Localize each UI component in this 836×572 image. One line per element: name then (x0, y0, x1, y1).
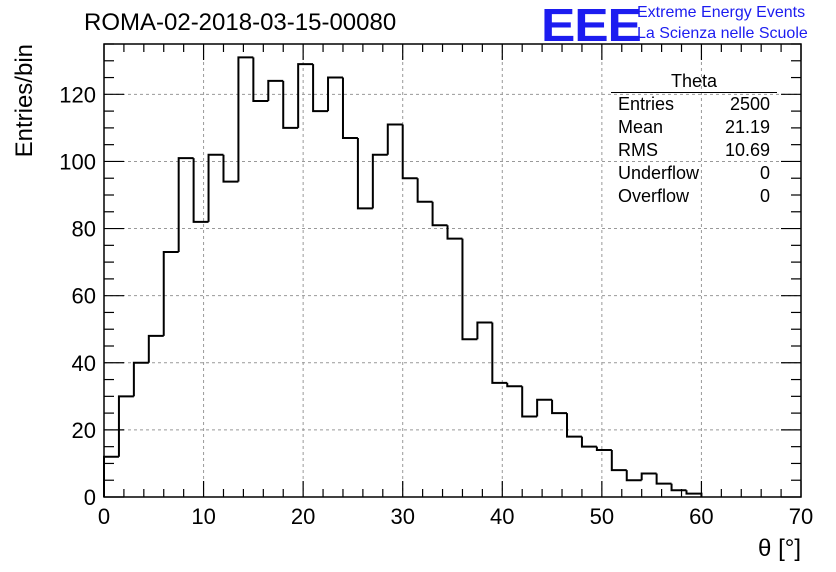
histogram-bin (595, 446, 612, 452)
histogram-bin (237, 56, 254, 182)
x-tick-label: 20 (291, 504, 315, 529)
histogram-bin (371, 153, 388, 209)
histogram-bin (506, 382, 523, 388)
x-tick-label: 30 (390, 504, 414, 529)
x-tick-labels: 0 10 20 30 40 50 60 70 (98, 504, 813, 529)
histogram-bin (655, 473, 672, 485)
stats-row-entries: Entries 2500 (611, 93, 777, 116)
run-title: ROMA-02-2018-03-15-00080 (84, 9, 397, 36)
histogram-bin (192, 158, 209, 223)
stats-row-mean: Mean 21.19 (611, 116, 777, 139)
eee-logo-mark: EEE (541, 0, 642, 51)
histogram-bin (312, 64, 329, 113)
histogram-bin (610, 450, 627, 472)
plot-frame (103, 43, 802, 498)
histogram-bin (461, 238, 478, 341)
histogram-bin (252, 57, 269, 103)
histogram-bin (117, 395, 134, 457)
histogram-bin (162, 251, 179, 336)
histogram-bin (431, 201, 448, 227)
histogram-bin (177, 157, 194, 253)
logo-line-1: Extreme Energy Events (637, 4, 806, 21)
histogram-bin (282, 80, 299, 129)
x-tick-label: 70 (789, 504, 813, 529)
histogram-bin (551, 399, 568, 415)
histogram-bin (491, 322, 508, 384)
stats-row-overflow: Overflow 0 (611, 185, 777, 208)
stats-label: Entries (618, 94, 675, 114)
y-tick-label: 0 (84, 485, 96, 510)
y-tick-label: 100 (59, 149, 96, 174)
histogram-bin (341, 77, 358, 139)
histogram-bin (222, 154, 239, 183)
x-tick-label: 40 (490, 504, 514, 529)
stats-box: Theta Entries 2500 Mean 21.19 RMS 10.69 … (611, 70, 777, 208)
stats-row-rms: RMS 10.69 (611, 139, 777, 162)
histogram-bin (446, 225, 463, 240)
histogram-bin (386, 123, 403, 155)
stats-title: Theta (670, 71, 718, 91)
stats-label: RMS (618, 140, 658, 160)
y-axis-label: Entries/bin (11, 44, 38, 157)
y-tick-label: 120 (59, 82, 96, 107)
stats-label: Mean (618, 117, 664, 137)
grid-lines (104, 44, 801, 497)
y-tick-label: 20 (72, 418, 96, 443)
x-tick-label: 60 (689, 504, 713, 529)
stats-value: 2500 (729, 94, 770, 114)
stats-label: Underflow (618, 163, 700, 183)
logo-line-2: La Scienza nelle Scuole (637, 25, 808, 42)
histogram-bin (132, 361, 149, 397)
y-tick-labels: 0 20 40 60 80 100 120 (59, 82, 96, 510)
stats-value: 0 (759, 163, 770, 183)
histogram-bin (476, 321, 493, 340)
histogram-bin (580, 436, 597, 448)
histogram-bin (267, 79, 284, 102)
x-tick-label: 10 (191, 504, 215, 529)
histogram-bin (147, 334, 164, 363)
histogram-bin (207, 153, 224, 222)
stats-value: 0 (759, 186, 770, 206)
histogram-bin (401, 124, 418, 180)
histogram-bin (685, 490, 703, 497)
histogram-bin (536, 398, 553, 417)
histogram-bin (566, 413, 582, 438)
stats-row-underflow: Underflow 0 (611, 162, 777, 185)
histogram-bin (103, 455, 119, 497)
histogram-bin (356, 137, 373, 210)
histogram-bin (640, 472, 657, 481)
histogram-bin (670, 483, 687, 492)
histogram-bin (521, 386, 538, 418)
stats-separator (611, 92, 777, 93)
y-tick-label: 80 (72, 217, 96, 242)
stats-value: 21.19 (724, 117, 770, 137)
x-tick-label: 50 (590, 504, 614, 529)
stats-label: Overflow (618, 186, 690, 206)
x-tick-label: 0 (98, 504, 110, 529)
histogram-bin (416, 178, 433, 203)
stats-value: 10.69 (724, 140, 770, 160)
y-tick-label: 60 (72, 284, 96, 309)
y-tick-label: 40 (72, 351, 96, 376)
histogram-bin (625, 470, 642, 482)
x-axis-label: θ [°] (758, 535, 801, 562)
histogram-bin (327, 76, 343, 112)
histogram-bin (297, 63, 314, 128)
